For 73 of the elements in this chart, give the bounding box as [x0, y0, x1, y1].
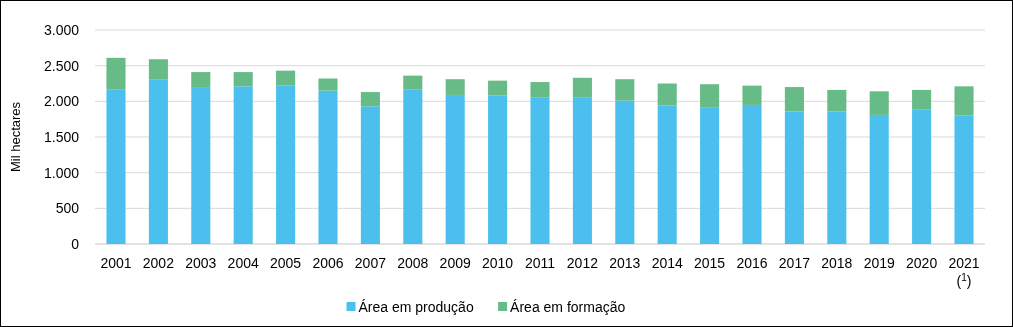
x-tick-label: 2016: [736, 255, 768, 271]
x-tick-label: 2009: [439, 255, 471, 271]
x-tick-label: 2014: [651, 255, 683, 271]
x-tick-label: 2015: [694, 255, 726, 271]
bar: [742, 85, 762, 105]
bar: [148, 59, 168, 80]
bar: [869, 91, 889, 115]
bar: [869, 114, 889, 244]
x-tick-label: 2013: [609, 255, 641, 271]
bar: [488, 80, 508, 96]
bar: [827, 89, 847, 112]
bar: [403, 75, 423, 90]
bar: [318, 78, 338, 91]
y-tick-label: 2.000: [43, 93, 80, 110]
bar: [912, 109, 932, 244]
bar: [784, 87, 804, 112]
x-tick-label: 2019: [863, 255, 895, 271]
bar: [191, 87, 211, 244]
bar: [276, 85, 296, 244]
bar: [233, 72, 253, 87]
x-tick-label: 2011: [524, 255, 556, 271]
x-tick-label: 2007: [354, 255, 387, 271]
bar: [530, 82, 550, 98]
y-tick-label: 1.000: [43, 164, 80, 181]
bar: [615, 100, 635, 244]
x-tick-label: 2006: [312, 255, 344, 271]
x-tick-label: 2004: [227, 255, 259, 271]
x-tick-label: 2003: [185, 255, 217, 271]
bar: [360, 106, 380, 244]
bar: [912, 89, 932, 110]
y-tick-label: 3.000: [43, 21, 80, 38]
bar: [148, 79, 168, 244]
bar: [827, 111, 847, 244]
bar: [657, 83, 677, 106]
bar: [615, 79, 635, 101]
bar: [700, 107, 720, 244]
y-tick-label: 2.500: [43, 57, 80, 74]
y-tick-label: 500: [55, 200, 80, 217]
bar: [954, 86, 974, 116]
x-tick-label: 2017: [778, 255, 811, 271]
x-tick-label: 2018: [821, 255, 853, 271]
x-tick-label: 2002: [142, 255, 175, 271]
y-axis-title: Mil hectares: [8, 101, 23, 173]
bar: [360, 92, 380, 107]
bar: [403, 89, 423, 244]
bar: [106, 89, 126, 244]
legend-label: Área em produção: [358, 298, 474, 315]
bar: [488, 95, 508, 244]
bar: [784, 111, 804, 244]
x-tick-label: 2020: [906, 255, 938, 271]
bar: [191, 72, 211, 88]
legend-label: Área em formação: [510, 298, 626, 315]
x-tick-label: 2012: [566, 255, 599, 271]
bar: [233, 86, 253, 244]
bar: [742, 104, 762, 244]
y-tick-label: 0: [71, 235, 80, 252]
bar: [445, 79, 465, 95]
bar: [276, 70, 296, 86]
bar: [572, 97, 592, 244]
bar: [954, 115, 974, 244]
bar: [445, 94, 465, 244]
bar: [318, 90, 338, 244]
bar: [106, 57, 126, 90]
x-tick-label: 2005: [270, 255, 302, 271]
bar: [700, 84, 720, 108]
x-tick-label: 2021 ($^{1}$): [948, 255, 980, 289]
y-tick-label: 1.500: [43, 128, 80, 145]
bar: [657, 105, 677, 244]
x-tick-label: 2010: [482, 255, 514, 271]
x-tick-label: 2008: [397, 255, 429, 271]
x-tick-label: 2001: [100, 255, 132, 271]
bar: [572, 77, 592, 98]
bar: [530, 97, 550, 244]
